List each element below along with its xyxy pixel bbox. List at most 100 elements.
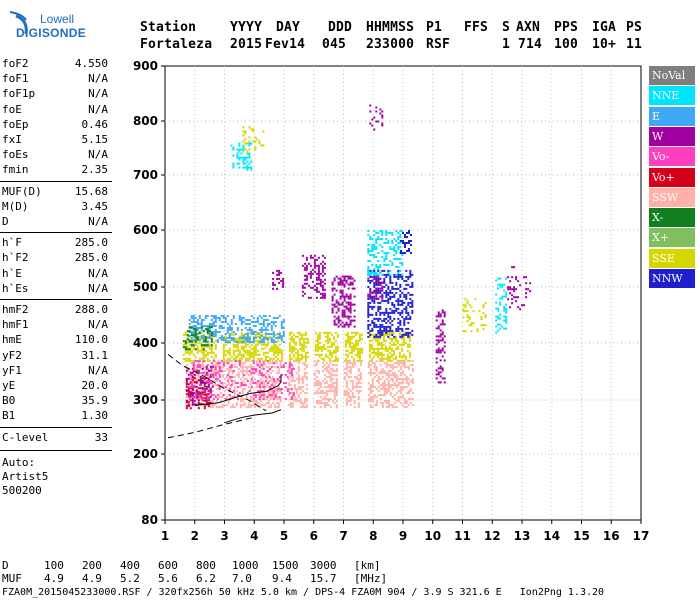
echo-point	[212, 394, 215, 397]
echo-point	[505, 309, 508, 312]
echo-point	[437, 335, 440, 338]
echo-point	[269, 406, 272, 409]
echo-point	[435, 339, 438, 342]
echo-point	[247, 402, 250, 405]
echo-point	[301, 254, 304, 257]
echo-point	[256, 339, 259, 342]
echo-point	[326, 355, 329, 358]
echo-point	[373, 285, 376, 288]
echo-point	[376, 339, 379, 342]
echo-point	[405, 333, 408, 336]
echo-point	[347, 277, 350, 280]
echo-point	[307, 262, 310, 265]
echo-point	[387, 370, 390, 373]
echo-point	[470, 306, 473, 309]
echo-point	[374, 347, 377, 350]
echo-point	[267, 400, 270, 403]
echo-point	[227, 400, 230, 403]
echo-point	[216, 341, 219, 343]
echo-point	[252, 345, 255, 348]
echo-point	[391, 291, 394, 294]
echo-point	[332, 359, 335, 362]
echo-point	[402, 339, 405, 342]
echo-point	[212, 360, 215, 363]
echo-point	[373, 283, 376, 286]
echo-point	[388, 355, 391, 358]
echo-point	[330, 355, 333, 358]
echo-point	[279, 362, 282, 365]
header-value: 11	[626, 37, 643, 52]
param-name: foE	[2, 102, 22, 116]
echo-point	[242, 150, 245, 153]
echo-point	[391, 323, 394, 326]
distance-value: 400	[120, 559, 140, 572]
echo-point	[391, 378, 394, 381]
echo-point	[227, 378, 230, 381]
echo-point	[270, 339, 273, 341]
echo-point	[375, 289, 378, 292]
echo-point	[437, 325, 440, 328]
echo-point	[274, 337, 277, 339]
echo-point	[262, 341, 265, 343]
echo-point	[377, 277, 380, 280]
echo-point	[185, 381, 188, 384]
echo-point	[405, 275, 408, 278]
echo-point	[297, 376, 300, 379]
echo-point	[408, 359, 411, 362]
echo-point	[331, 303, 334, 306]
param-value: 285.0	[74, 251, 108, 265]
echo-point	[336, 357, 339, 360]
echo-point	[297, 382, 300, 385]
echo-point	[360, 349, 363, 352]
echo-point	[403, 295, 406, 298]
echo-point	[188, 398, 191, 401]
echo-point	[385, 289, 388, 292]
echo-point	[391, 309, 394, 312]
echo-point	[286, 376, 289, 379]
echo-point	[274, 343, 277, 346]
echo-point	[405, 315, 408, 318]
echo-point	[397, 362, 400, 365]
echo-point	[193, 377, 196, 380]
echo-point	[325, 368, 328, 371]
echo-point	[327, 390, 330, 393]
echo-point	[369, 386, 372, 389]
echo-point	[381, 329, 384, 332]
echo-point	[298, 341, 301, 344]
echo-point	[411, 360, 414, 363]
echo-point	[298, 353, 301, 356]
echo-point	[226, 315, 229, 317]
echo-point	[350, 355, 353, 358]
echo-point	[441, 339, 444, 342]
echo-point	[343, 392, 346, 395]
echo-point	[482, 312, 485, 315]
echo-point	[355, 386, 358, 389]
echo-point	[318, 335, 321, 338]
echo-point	[378, 347, 381, 350]
echo-point	[248, 345, 251, 348]
echo-point	[191, 391, 194, 394]
echo-point	[228, 333, 231, 335]
echo-point	[395, 299, 398, 302]
echo-point	[222, 349, 225, 352]
echo-point	[221, 376, 224, 379]
echo-point	[369, 272, 372, 274]
echo-point	[257, 362, 260, 365]
echo-point	[323, 368, 326, 371]
echo-point	[401, 315, 404, 318]
echo-point	[194, 392, 197, 395]
echo-point	[347, 315, 350, 318]
logo-text-lowell: Lowell	[40, 12, 75, 26]
echo-point	[238, 392, 241, 395]
echo-point	[345, 321, 348, 324]
echo-point	[330, 341, 333, 344]
echo-point	[251, 380, 254, 383]
distance-row: D 100 200 400 600 800 1000 1500 3000 [km]	[2, 559, 422, 572]
echo-point	[256, 341, 259, 344]
echo-point	[305, 264, 308, 267]
echo-point	[321, 270, 324, 273]
echo-point	[383, 392, 386, 395]
echo-point	[302, 343, 305, 346]
profile-line-dashed	[167, 354, 267, 412]
echo-point	[393, 275, 396, 278]
